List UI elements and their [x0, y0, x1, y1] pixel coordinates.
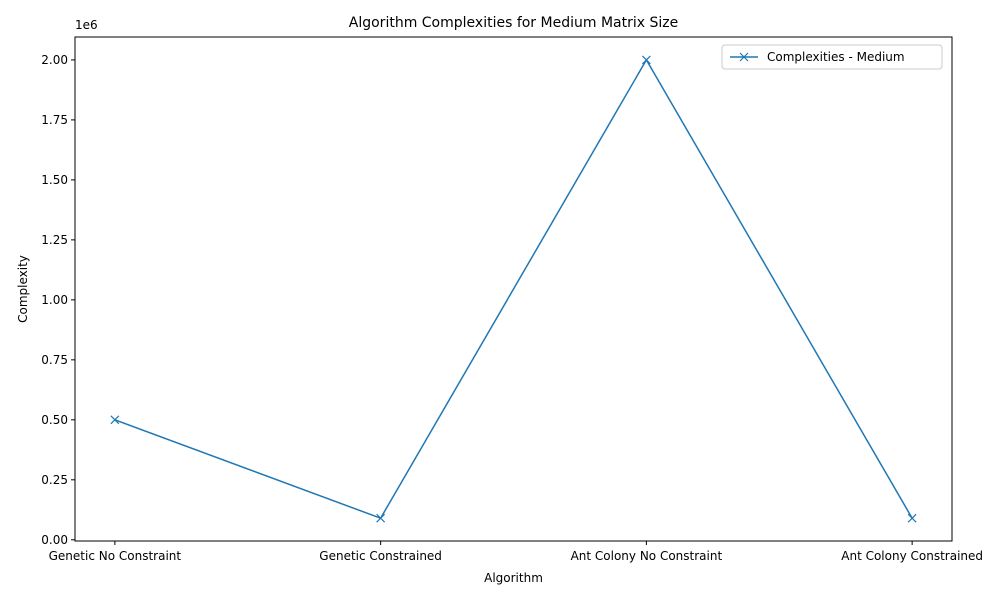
- series-line: [114, 58, 913, 520]
- y-axis-title: Complexity: [16, 255, 30, 323]
- legend: Complexities - Medium: [721, 44, 943, 70]
- x-tick-label: Genetic No Constraint: [49, 549, 182, 563]
- data-point-x-marker: [907, 513, 917, 523]
- plot-frame: [74, 36, 953, 542]
- y-tick-label: 0.25: [41, 473, 68, 487]
- legend-label: Complexities - Medium: [767, 50, 905, 64]
- x-axis-title: Algorithm: [484, 571, 543, 585]
- y-tick-label: 1.50: [41, 173, 68, 187]
- y-tick-label: 1.25: [41, 233, 68, 247]
- y-axis-offset-label: 1e6: [75, 18, 98, 32]
- data-point-x-marker: [641, 55, 651, 65]
- legend-box: [721, 44, 943, 70]
- y-tick-label: 0.00: [41, 533, 68, 547]
- y-tick-label: 2.00: [41, 53, 68, 67]
- y-tick-label: 0.50: [41, 413, 68, 427]
- x-tick-label: Ant Colony No Constraint: [571, 549, 723, 563]
- data-point-x-marker: [376, 513, 386, 523]
- y-tick-label: 1.75: [41, 113, 68, 127]
- data-point-x-marker: [110, 415, 120, 425]
- y-tick-label: 0.75: [41, 353, 68, 367]
- x-axis-ticks: Genetic No Constraint Genetic Constrained…: [49, 541, 983, 563]
- x-tick-label: Ant Colony Constrained: [841, 549, 983, 563]
- y-axis-ticks: 0.00 0.25 0.50 0.75 1.00 1.25 1.50 1.75 2.00: [41, 53, 75, 547]
- chart-title: Algorithm Complexities for Medium Matrix…: [349, 15, 678, 31]
- y-tick-label: 1.00: [41, 293, 68, 307]
- x-tick-label: Genetic Constrained: [319, 549, 442, 563]
- plot-area: [110, 55, 917, 523]
- legend-marker-x-icon: [739, 52, 749, 62]
